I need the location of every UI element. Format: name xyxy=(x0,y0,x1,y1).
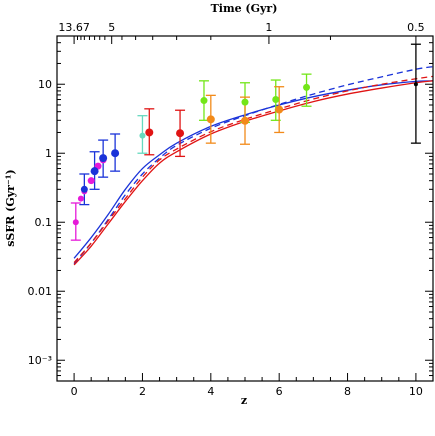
top-tick-label-3: 0.5 xyxy=(407,21,425,34)
data-point-red-12 xyxy=(176,129,185,138)
data-point-green-14 xyxy=(241,98,249,106)
data-point-orange-18 xyxy=(241,116,249,125)
data-point-red-11 xyxy=(145,128,154,137)
data-point-orange-17 xyxy=(206,115,215,124)
top-axis-title: Time (Gyr) xyxy=(211,2,278,15)
x-axis-title: z xyxy=(241,394,247,407)
y-axis-title: sSFR (Gyr⁻¹) xyxy=(4,169,17,247)
data-point-magenta-3 xyxy=(87,177,95,185)
data-point-magenta-0 xyxy=(72,219,79,226)
x-tick-label-2: 2 xyxy=(139,385,146,398)
y-tick-label-1: 0.01 xyxy=(28,285,53,298)
data-point-green-16 xyxy=(303,83,311,91)
x-tick-label-8: 8 xyxy=(344,385,351,398)
data-point-blue-9 xyxy=(111,149,120,158)
error-bars xyxy=(70,43,421,241)
y-tick-label-4: 10 xyxy=(38,78,52,91)
model-curve-blue-dashed xyxy=(73,65,434,265)
tick-labels: 0 2 4 6 8 10 10⁻³ 0.01 0.1 1 10 13.67 5 1 0.5 xyxy=(28,21,425,398)
data-point-black-20 xyxy=(413,82,418,87)
data-point-cyan-10 xyxy=(139,132,146,139)
x-tick-label-0: 0 xyxy=(71,385,78,398)
data-point-green-13 xyxy=(200,97,208,105)
model-curve-red-dashed xyxy=(73,75,434,264)
top-tick-label-1: 5 xyxy=(108,21,115,34)
data-points xyxy=(72,82,418,226)
y-tick-label-2: 0.1 xyxy=(35,216,53,229)
data-point-orange-19 xyxy=(275,105,284,114)
y-tick-label-0: 10⁻³ xyxy=(28,354,52,367)
x-tick-label-4: 4 xyxy=(207,385,214,398)
plot-frame xyxy=(56,35,434,382)
model-curve-red-solid xyxy=(73,80,434,266)
data-point-magenta-1 xyxy=(77,195,84,202)
y-tick-label-3: 1 xyxy=(45,147,52,160)
model-curves xyxy=(73,65,434,266)
data-point-blue-8 xyxy=(99,154,108,163)
x-tick-label-6: 6 xyxy=(276,385,283,398)
top-tick-label-2: 1 xyxy=(265,21,272,34)
data-point-blue-7 xyxy=(90,167,99,176)
data-point-green-15 xyxy=(272,96,280,104)
data-point-blue-6 xyxy=(80,185,88,193)
x-tick-label-10: 10 xyxy=(409,385,423,398)
top-tick-label-0: 13.67 xyxy=(58,21,90,34)
model-curve-blue-solid xyxy=(73,80,434,259)
